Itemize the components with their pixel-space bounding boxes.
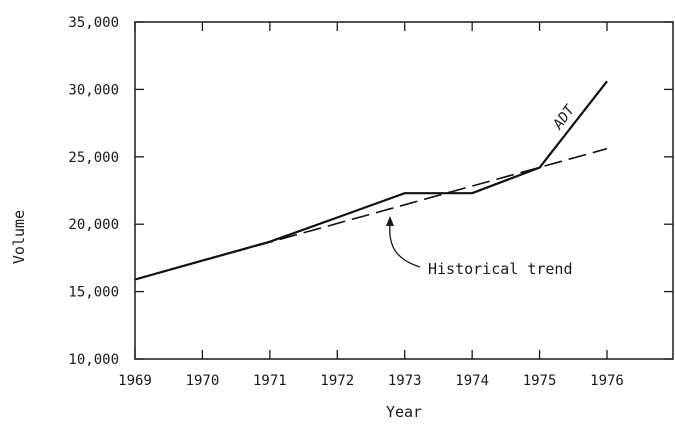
y-tick-label: 35,000 [68, 15, 119, 31]
x-tick-label: 1976 [590, 373, 624, 389]
historical-trend-pointer-arrowhead [386, 216, 394, 226]
x-tick-label: 1973 [388, 373, 422, 389]
historical-trend-label: Historical trend [428, 260, 573, 278]
y-tick-label: 15,000 [68, 285, 119, 301]
x-tick-label: 1972 [320, 373, 354, 389]
plot-frame [134, 21, 674, 360]
y-tick-label: 10,000 [68, 352, 119, 368]
x-tick-label: 1975 [523, 373, 557, 389]
series-line-adt [134, 80, 608, 281]
x-tick-label: 1970 [186, 373, 220, 389]
ylabel: Volume [10, 210, 28, 264]
historical-trend-pointer-arrow [389, 223, 421, 268]
y-tick-label: 25,000 [68, 150, 119, 166]
y-tick-label: 30,000 [68, 82, 119, 98]
x-tick-label: 1969 [118, 373, 152, 389]
adt-series-label: ADT [550, 101, 579, 133]
x-tick-label: 1971 [253, 373, 287, 389]
x-axis: 1969 1970 1971 1972 1973 1974 1975 1976 [118, 22, 624, 389]
xlabel: Year [386, 403, 422, 421]
y-tick-label: 20,000 [68, 217, 119, 233]
series-layer [134, 80, 608, 281]
y-axis: 10,000 15,000 20,000 25,000 30,000 35,000 [68, 15, 673, 368]
series-line-historical-trend [134, 147, 608, 281]
x-tick-label: 1974 [455, 373, 489, 389]
